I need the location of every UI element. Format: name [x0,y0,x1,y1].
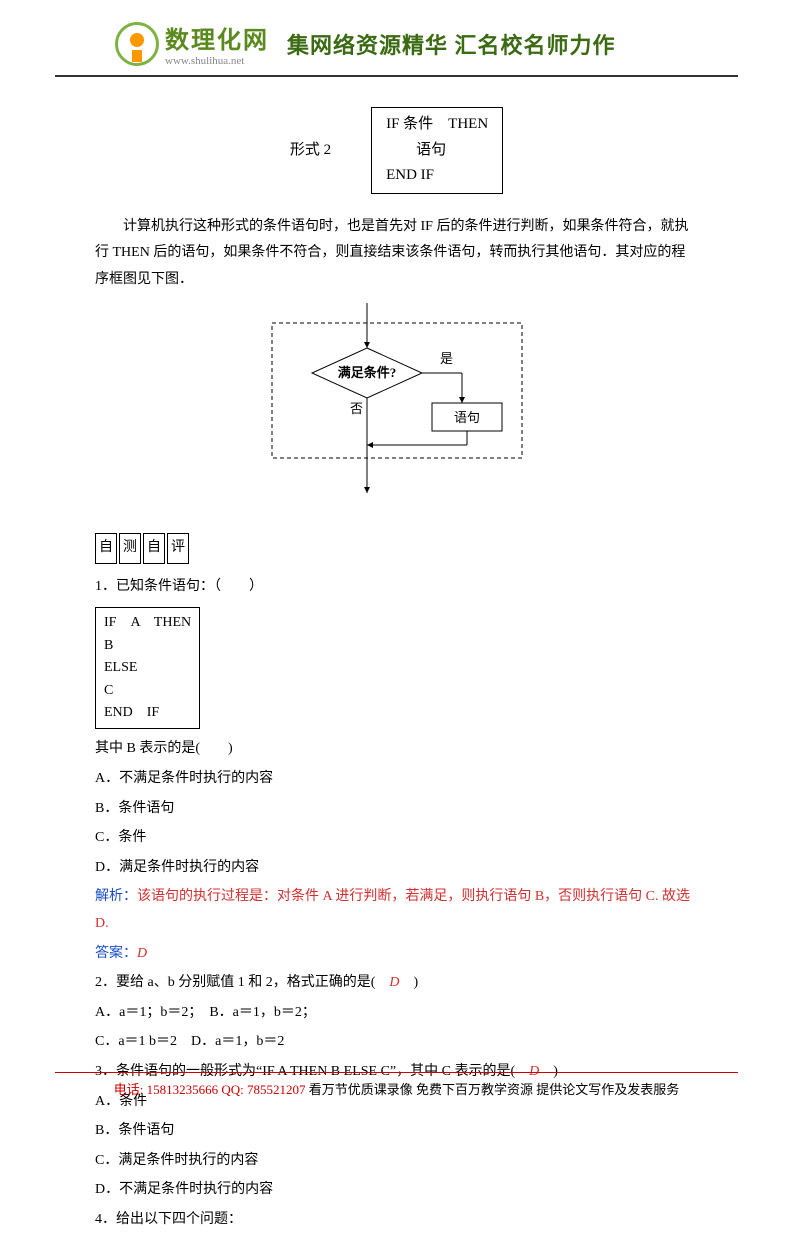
section-char: 自 [95,533,117,564]
analysis-label: 解析： [95,889,137,904]
analysis-text: 该语句的执行过程是：对条件 A 进行判断，若满足，则执行语句 B，否则执行语句 … [95,889,690,931]
logo-text-block: 数理化网 www.shulihua.net [165,20,269,67]
flowchart-svg: 满足条件? 是 语句 否 [252,303,542,493]
form2-code-box: IF 条件 THEN 语句 END IF [371,107,503,194]
flow-dashed-box [272,323,522,458]
q1-analysis: 解析：该语句的执行过程是：对条件 A 进行判断，若满足，则执行语句 B，否则执行… [95,884,698,937]
code-line: IF A THEN [104,612,191,634]
q2-stem-pre: 2．要给 a、b 分别赋值 1 和 2，格式正确的是( [95,975,389,990]
section-char: 测 [119,533,141,564]
q1-optA: A．不满足条件时执行的内容 [95,766,698,793]
q2-opts-line1: A．a＝1；b＝2； B．a＝1，b＝2； [95,1000,698,1027]
section-char: 自 [143,533,165,564]
form2-row: 形式 2 IF 条件 THEN 语句 END IF [95,107,698,194]
page-content: 形式 2 IF 条件 THEN 语句 END IF 计算机执行这种形式的条件语句… [0,77,793,1234]
page-header: 数理化网 www.shulihua.net 集网络资源精华 汇名校名师力作 [55,0,738,77]
q1-answer: 答案：D [95,941,698,968]
footer-qq: 785521207 [244,1082,309,1097]
q1-stem: 1．已知条件语句：（ ） [95,574,698,601]
q2-answer: D [389,975,399,990]
footer-tel-label: 电话: [114,1082,144,1097]
q2-stem: 2．要给 a、b 分别赋值 1 和 2，格式正确的是( D ) [95,970,698,997]
section-char: 评 [167,533,189,564]
answer-value: D [137,946,147,961]
q1-optC: C．条件 [95,825,698,852]
section-label: 自测自评 [95,533,698,564]
footer-qq-label: QQ: [221,1082,243,1097]
logo-url-text: www.shulihua.net [165,55,269,67]
footer-tel: 15813235666 [143,1082,221,1097]
footer-rest: 看万节优质课录像 免费下百万教学资源 提供论文写作及发表服务 [309,1082,680,1097]
q3-optD: D．不满足条件时执行的内容 [95,1177,698,1204]
flow-decision-label: 满足条件? [337,365,396,380]
q4-stem: 4．给出以下四个问题： [95,1207,698,1234]
flow-stmt-label: 语句 [453,410,479,425]
code-line: END IF [104,702,191,724]
q1-sub: 其中 B 表示的是( ) [95,736,698,763]
site-logo: 数理化网 www.shulihua.net [115,20,269,67]
flow-yes-label: 是 [440,351,453,366]
answer-label: 答案： [95,946,137,961]
logo-cn-text: 数理化网 [165,20,269,55]
flow-no-label: 否 [350,401,363,416]
code-line: C [104,680,191,702]
explain-paragraph: 计算机执行这种形式的条件语句时，也是首先对 IF 后的条件进行判断，如果条件符合… [95,214,698,294]
code-line: IF 条件 THEN [386,112,488,138]
q1-optB: B．条件语句 [95,796,698,823]
q2-opts-line2: C．a＝1 b＝2 D．a＝1，b＝2 [95,1029,698,1056]
form2-label: 形式 2 [290,136,331,165]
q1-code-box: IF A THEN B ELSE C END IF [95,607,200,729]
q1-optD: D．满足条件时执行的内容 [95,855,698,882]
code-line: END IF [386,163,488,189]
logo-icon [115,22,159,66]
code-line: B [104,635,191,657]
tagline-text: 集网络资源精华 汇名校名师力作 [287,28,616,60]
flowchart: 满足条件? 是 语句 否 [95,303,698,493]
code-line: ELSE [104,657,191,679]
page-footer: 电话: 15813235666 QQ: 785521207 看万节优质课录像 免… [55,1072,738,1098]
q3-optB: B．条件语句 [95,1118,698,1145]
code-line: 语句 [386,138,488,164]
q3-optC: C．满足条件时执行的内容 [95,1148,698,1175]
q2-stem-post: ) [400,975,419,990]
